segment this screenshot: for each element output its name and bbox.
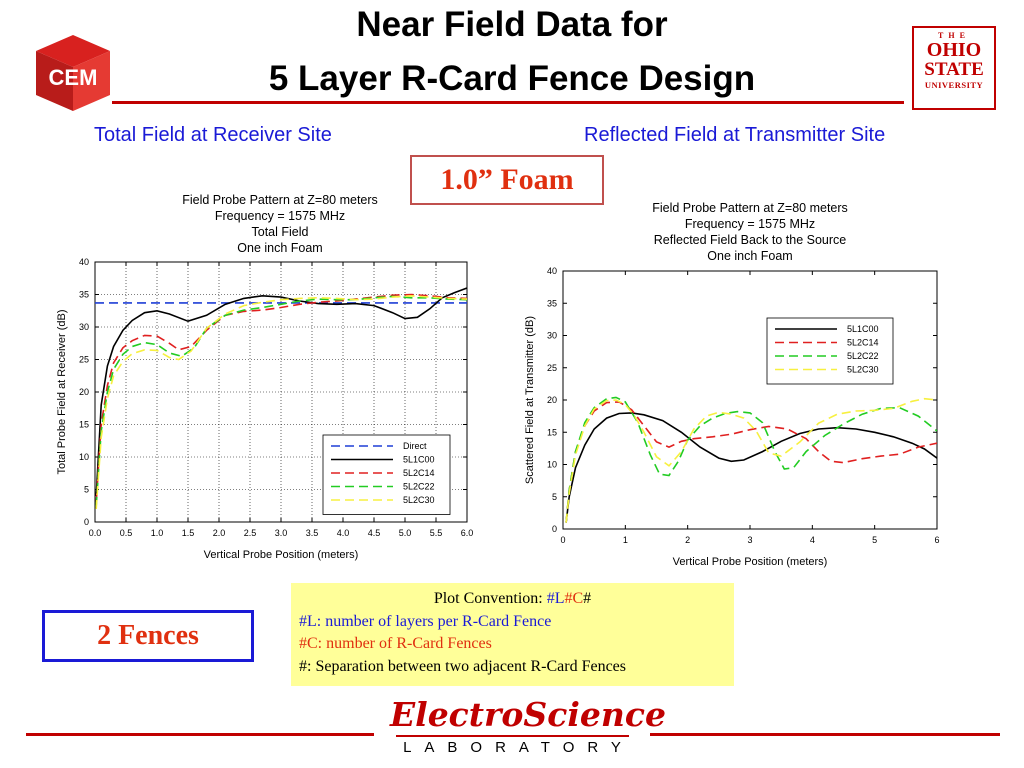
y-tick-label: 25 xyxy=(547,363,557,373)
right-chart-title: Field Probe Pattern at Z=80 meters Frequ… xyxy=(600,200,900,264)
y-tick-label: 15 xyxy=(547,427,557,437)
x-tick-label: 3 xyxy=(747,535,752,545)
foam-label: 1.0” Foam xyxy=(410,155,604,205)
series-line-5l2c30 xyxy=(565,397,937,523)
electroscience-logo: ElectroScience LABORATORY xyxy=(390,695,666,757)
y-axis-label: Total Probe Field at Receiver (dB) xyxy=(56,309,68,474)
x-axis-label: Vertical Probe Position (meters) xyxy=(204,549,359,561)
legend-box xyxy=(322,434,451,515)
y-tick-label: 0 xyxy=(552,524,557,534)
electroscience-logo-main: ElectroScience xyxy=(390,695,666,734)
convention-line-separation: #: Separation between two adjacent R-Car… xyxy=(299,657,626,675)
y-tick-label: 0 xyxy=(84,517,89,527)
x-tick-label: 6.0 xyxy=(461,528,474,538)
legend-label: 5L1C00 xyxy=(403,455,435,465)
legend-label: Direct xyxy=(403,441,427,451)
title-underline xyxy=(112,101,904,104)
x-tick-label: 2.5 xyxy=(244,528,257,538)
y-tick-label: 5 xyxy=(552,492,557,502)
y-tick-label: 20 xyxy=(547,395,557,405)
left-chart-title-line-2: Frequency = 1575 MHz xyxy=(214,209,346,223)
x-tick-label: 5.5 xyxy=(430,528,443,538)
convention-heading-text: Plot Convention: xyxy=(433,590,547,607)
legend-label: 5L2C30 xyxy=(403,495,435,505)
legend-label: 5L2C30 xyxy=(847,365,879,375)
y-tick-label: 5 xyxy=(84,485,89,495)
x-tick-label: 1 xyxy=(623,535,628,545)
page-title-line-2: 5 Layer R-Card Fence Design xyxy=(268,59,756,98)
x-tick-label: 2 xyxy=(685,535,690,545)
x-tick-label: 5.0 xyxy=(399,528,412,538)
x-tick-label: 0.0 xyxy=(89,528,102,538)
y-tick-label: 25 xyxy=(79,355,89,365)
legend-label: 5L1C00 xyxy=(847,324,879,334)
x-tick-label: 0.5 xyxy=(120,528,133,538)
y-tick-label: 10 xyxy=(79,452,89,462)
x-tick-label: 4.0 xyxy=(337,528,350,538)
legend-label: 5L2C14 xyxy=(847,338,879,348)
plot-frame xyxy=(562,270,938,530)
series-line-5l2c14 xyxy=(565,401,937,523)
footer-rule-left xyxy=(26,733,374,736)
x-tick-label: 1.5 xyxy=(182,528,195,538)
page-title-line-1: Near Field Data for xyxy=(356,5,668,44)
y-axis-label: Scattered Field at Transmitter (dB) xyxy=(524,316,536,484)
x-tick-label: 3.5 xyxy=(306,528,319,538)
plot-convention-note: Plot Convention: #L#C# #L: number of lay… xyxy=(291,583,734,686)
y-tick-label: 35 xyxy=(79,290,89,300)
footer-rule-right xyxy=(650,733,1000,736)
x-tick-label: 3.0 xyxy=(275,528,288,538)
y-tick-label: 15 xyxy=(79,420,89,430)
left-chart: 0.0 0.5 1.0 1.5 2.0 2.5 3.0 3.5 4.0 4.5 5.0 5.5 6.0 0… xyxy=(56,257,474,561)
left-chart-title-line-1: Field Probe Pattern at Z=80 meters xyxy=(182,193,378,207)
y-tick-label: 30 xyxy=(547,331,557,341)
fences-label: 2 Fences xyxy=(42,610,254,662)
y-tick-label: 20 xyxy=(79,387,89,397)
x-tick-label: 4 xyxy=(810,535,815,545)
y-tick-label: 35 xyxy=(547,298,557,308)
x-tick-label: 4.5 xyxy=(368,528,381,538)
x-tick-label: 5 xyxy=(872,535,877,545)
legend-label: 5L2C22 xyxy=(847,351,879,361)
right-chart-subhead: Reflected Field at Transmitter Site xyxy=(584,124,886,146)
legend-label: 5L2C14 xyxy=(403,468,435,478)
right-chart-title-line-1: Field Probe Pattern at Z=80 meters xyxy=(652,201,848,215)
right-chart-title-line-2: Frequency = 1575 MHz xyxy=(684,217,816,231)
y-tick-label: 10 xyxy=(547,460,557,470)
x-tick-label: 6 xyxy=(934,535,939,545)
left-chart-title-line-4: One inch Foam xyxy=(237,241,323,255)
legend-label: 5L2C22 xyxy=(403,482,435,492)
x-tick-label: 2.0 xyxy=(213,528,226,538)
y-tick-label: 40 xyxy=(547,266,557,276)
right-chart-title-line-4: One inch Foam xyxy=(707,249,793,263)
electroscience-logo-sub: LABORATORY xyxy=(403,739,634,756)
series-line-5l1c00 xyxy=(565,412,937,523)
convention-line-layers: #L: number of layers per R-Card Fence xyxy=(299,612,552,630)
left-chart-subhead: Total Field at Receiver Site xyxy=(94,124,332,146)
cem-logo-letters: CEM xyxy=(49,65,98,90)
electroscience-logo-rule xyxy=(396,735,629,737)
osu-logo: THE OHIO STATE UNIVERSITY xyxy=(912,26,996,110)
cem-logo: CEM xyxy=(36,35,110,111)
series-line-5l2c14 xyxy=(95,293,467,503)
convention-heading-hash: # xyxy=(583,590,592,607)
left-chart-title-line-3: Total Field xyxy=(251,225,309,239)
series-line-5l1c00 xyxy=(95,287,467,497)
left-chart-title: Field Probe Pattern at Z=80 meters Frequ… xyxy=(130,192,430,256)
convention-heading-c: #C xyxy=(564,590,584,607)
convention-heading: Plot Convention: #L#C# xyxy=(299,588,726,611)
x-tick-label: 0 xyxy=(560,535,565,545)
y-tick-label: 30 xyxy=(79,322,89,332)
right-chart-title-line-3: Reflected Field Back to the Source xyxy=(653,233,847,247)
convention-line-fences: #C: number of R-Card Fences xyxy=(299,635,492,652)
x-axis-label: Vertical Probe Position (meters) xyxy=(673,556,828,568)
convention-heading-l: #L xyxy=(546,590,565,607)
y-tick-label: 40 xyxy=(79,257,89,267)
right-chart: 0 1 2 3 4 5 6 0 5 10 15 20 25 30 35 40 Vertical Probe Po… xyxy=(524,266,940,568)
series-line-5l2c22 xyxy=(95,295,467,506)
x-tick-label: 1.0 xyxy=(151,528,164,538)
